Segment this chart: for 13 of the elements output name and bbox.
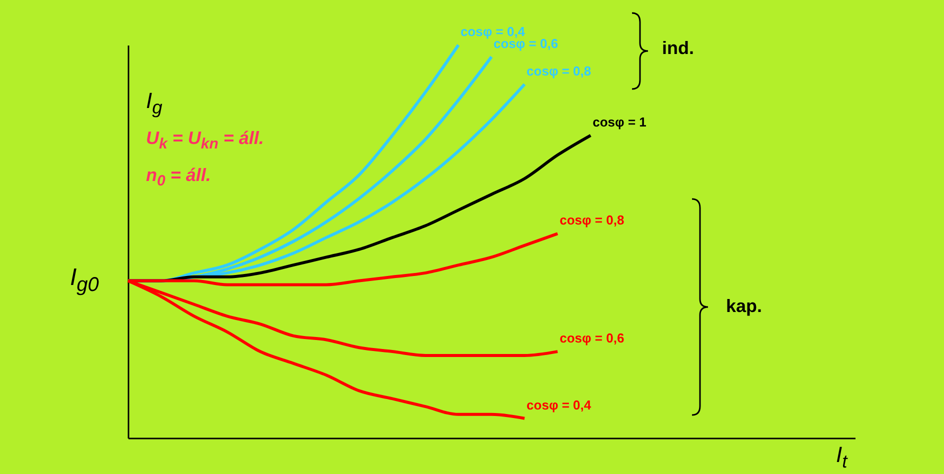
annotation: U$_{k}$ = U$_{kn}$ = áll. <box>146 128 264 153</box>
annotation: n$_{0}$ = áll. <box>146 165 211 190</box>
x-axis-title: I$_{t}$ <box>836 442 848 472</box>
series-label: cosφ = 0,8 <box>526 63 592 78</box>
series-label: cosφ = 1 <box>592 114 646 130</box>
text: I$_{g0}$ <box>70 264 99 297</box>
annotation: ind. <box>662 38 694 59</box>
series-label: cosφ = 0,4 <box>526 397 592 412</box>
y-axis-title: I$_{g}$ <box>146 88 162 118</box>
series-label: cosφ = 0,6 <box>560 330 624 346</box>
series-label: cosφ = 0,8 <box>560 212 624 228</box>
series-label: cosφ = 0,4 <box>460 24 526 39</box>
annotation: kap. <box>726 296 762 317</box>
